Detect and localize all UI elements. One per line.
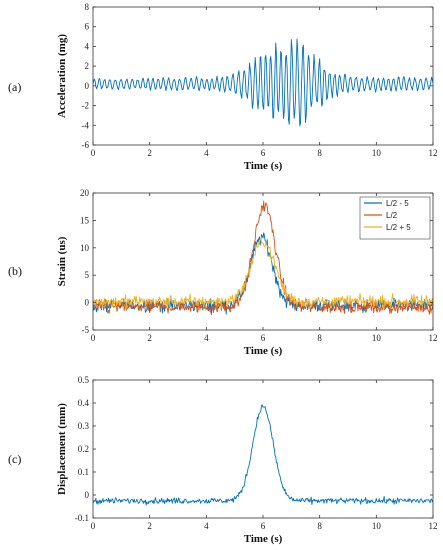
y-tick-label: -6 bbox=[82, 140, 90, 150]
x-tick-label: 8 bbox=[317, 521, 322, 531]
y-tick-label: -5 bbox=[82, 325, 90, 335]
y-tick-label: 0 bbox=[85, 298, 90, 308]
y-tick-label: 0.5 bbox=[78, 375, 90, 385]
y-tick-label: 0 bbox=[85, 81, 90, 91]
y-tick-label: 0.2 bbox=[78, 444, 89, 454]
plot-frame bbox=[92, 6, 434, 146]
series-line-1 bbox=[93, 404, 433, 506]
y-tick-label: 4 bbox=[85, 41, 90, 51]
y-axis-label: Displacement (mm) bbox=[56, 403, 68, 495]
y-axis-label: Acceleration (mg) bbox=[56, 34, 68, 118]
x-tick-label: 6 bbox=[261, 333, 266, 343]
y-tick-label: 0.1 bbox=[78, 467, 89, 477]
series-line-2 bbox=[93, 200, 433, 315]
y-tick-label: -2 bbox=[82, 101, 90, 111]
x-tick-label: 0 bbox=[91, 333, 96, 343]
y-tick-label: 6 bbox=[85, 22, 90, 32]
y-tick-label: 0.4 bbox=[78, 398, 90, 408]
legend-label: L/2 - 5 bbox=[386, 199, 409, 208]
x-axis-label: Time (s) bbox=[244, 345, 283, 357]
y-tick-label: -4 bbox=[82, 120, 90, 130]
x-tick-label: 10 bbox=[372, 148, 382, 158]
x-tick-label: 4 bbox=[204, 148, 209, 158]
x-tick-label: 8 bbox=[317, 148, 322, 158]
series-line-3 bbox=[93, 237, 433, 310]
x-tick-label: 2 bbox=[147, 521, 152, 531]
x-tick-label: 6 bbox=[261, 521, 266, 531]
x-tick-label: 6 bbox=[261, 148, 266, 158]
legend: L/2 - 5 L/2 L/2 + 5 bbox=[359, 196, 431, 240]
panel-label: (a) bbox=[8, 80, 21, 94]
x-tick-label: 0 bbox=[91, 521, 96, 531]
x-tick-label: 12 bbox=[429, 148, 438, 158]
legend-label: L/2 + 5 bbox=[386, 223, 411, 232]
y-tick-label: 15 bbox=[80, 215, 90, 225]
legend-box bbox=[359, 196, 431, 240]
x-tick-label: 12 bbox=[429, 333, 438, 343]
x-axis-label: Time (s) bbox=[244, 533, 283, 545]
x-tick-label: 2 bbox=[147, 148, 152, 158]
x-tick-label: 10 bbox=[372, 333, 382, 343]
x-tick-label: 4 bbox=[204, 333, 209, 343]
x-axis-label: Time (s) bbox=[244, 160, 283, 172]
legend-label: L/2 bbox=[386, 211, 398, 220]
series-line-1 bbox=[93, 232, 433, 316]
y-tick-label: 0 bbox=[85, 490, 90, 500]
y-tick-label: 5 bbox=[85, 270, 90, 280]
y-tick-label: 2 bbox=[85, 61, 90, 71]
panel-1: (a) 0 2 4 6 8 10 12 -6 -4 -2 0 2 4 6 8 Time (s) Accelerat… bbox=[8, 2, 438, 172]
y-tick-label: 8 bbox=[85, 2, 90, 12]
x-tick-label: 2 bbox=[147, 333, 152, 343]
y-tick-label: 10 bbox=[80, 243, 90, 253]
plot-frame bbox=[92, 379, 434, 519]
x-tick-label: 12 bbox=[429, 521, 438, 531]
panel-label: (c) bbox=[8, 452, 21, 466]
x-tick-label: 0 bbox=[91, 148, 96, 158]
x-tick-label: 8 bbox=[317, 333, 322, 343]
y-axis-label: Strain (us) bbox=[56, 236, 68, 286]
x-tick-label: 4 bbox=[204, 521, 209, 531]
y-tick-label: 0.3 bbox=[78, 421, 90, 431]
y-tick-label: 20 bbox=[80, 188, 90, 198]
y-tick-label: -0.1 bbox=[75, 513, 89, 523]
x-tick-label: 10 bbox=[372, 521, 382, 531]
panel-label: (b) bbox=[8, 264, 22, 278]
series-line-1 bbox=[93, 38, 433, 127]
